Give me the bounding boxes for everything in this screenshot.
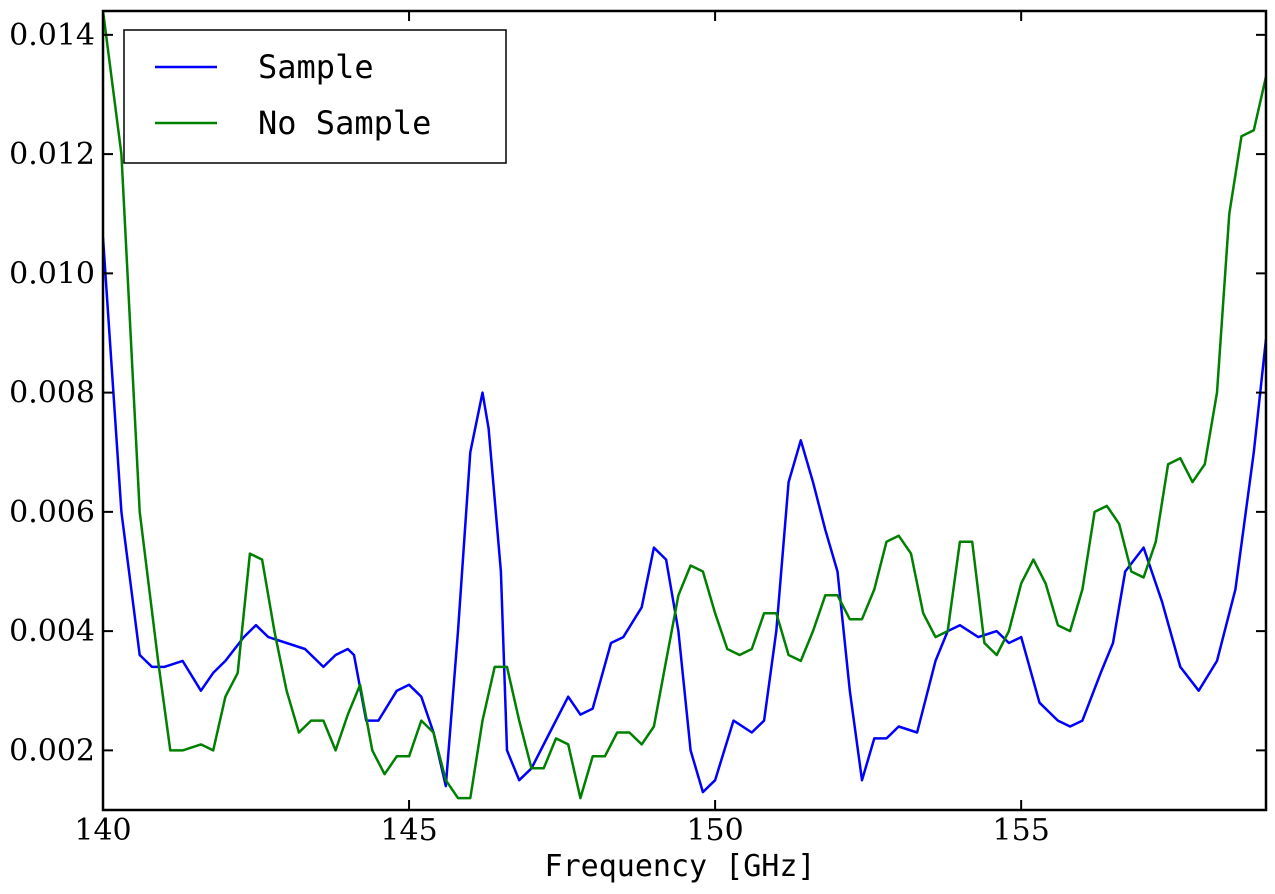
y-tick-label: 0.010 xyxy=(9,256,95,291)
y-tick-label: 0.014 xyxy=(9,18,95,53)
y-tick-label: 0.012 xyxy=(9,137,95,172)
series-line-sample xyxy=(103,237,1266,794)
x-tick-label: 145 xyxy=(380,813,437,848)
legend: Sample No Sample xyxy=(123,29,507,164)
y-tick-label: 0.006 xyxy=(9,495,95,530)
plot-frame xyxy=(101,9,1268,812)
x-tick-label: 140 xyxy=(74,813,131,848)
x-tick-label: 155 xyxy=(993,813,1050,848)
y-tick-label: 0.008 xyxy=(9,376,95,411)
x-tick-label: 150 xyxy=(686,813,743,848)
legend-label-sample: Sample xyxy=(258,48,374,86)
series-line-no-sample xyxy=(103,11,1266,800)
y-tick-label: 0.004 xyxy=(9,614,95,649)
x-tick-labels: 140 145 150 155 xyxy=(74,813,1049,848)
y-tick-labels: 0.002 0.004 0.006 0.008 0.010 0.012 0.014 xyxy=(9,18,95,769)
legend-box xyxy=(123,29,507,164)
y-tick-label: 0.002 xyxy=(9,733,95,768)
series-layer xyxy=(103,11,1266,800)
legend-label-no-sample: No Sample xyxy=(258,104,431,142)
x-axis-title: Frequency [GHz] xyxy=(545,849,816,884)
